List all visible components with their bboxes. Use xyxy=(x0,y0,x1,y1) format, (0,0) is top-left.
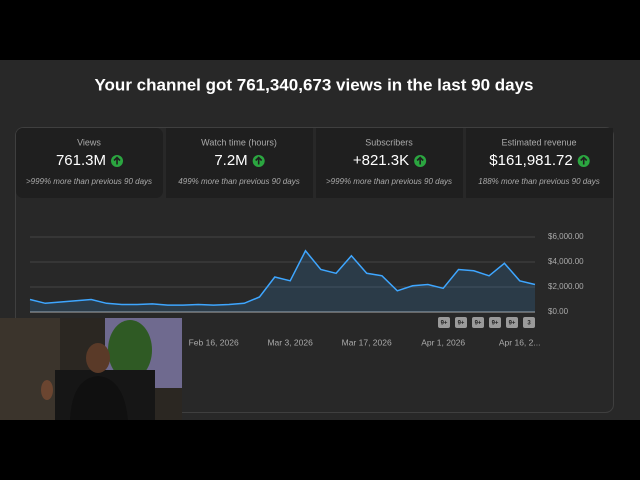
event-marker xyxy=(506,317,518,328)
metric-change: >999% more than previous 90 days xyxy=(326,177,452,186)
event-marker-label: 9+ xyxy=(492,321,499,327)
x-tick-label: Apr 16, 2... xyxy=(499,337,541,347)
x-tick-label: Feb 16, 2026 xyxy=(189,337,239,347)
y-tick-label: $2,000.00 xyxy=(548,282,584,291)
up-arrow-glyph xyxy=(580,156,588,165)
metric-card xyxy=(16,128,163,198)
up-arrow-glyph xyxy=(113,156,121,165)
event-marker xyxy=(472,317,484,328)
metric-label: Estimated revenue xyxy=(501,137,576,147)
metric-value: 7.2M xyxy=(214,152,247,169)
metric-change: 499% more than previous 90 days xyxy=(178,177,299,186)
metric-value: 761.3M xyxy=(56,152,106,169)
event-marker-label: 9+ xyxy=(475,321,482,327)
up-arrow-glyph xyxy=(255,156,263,165)
line-series xyxy=(29,249,536,306)
metric-card xyxy=(316,128,463,198)
x-tick-label: Apr 1, 2026 xyxy=(421,337,465,347)
y-tick-label: $0.00 xyxy=(548,307,569,316)
metric-change: >999% more than previous 90 days xyxy=(26,177,152,186)
event-marker xyxy=(455,317,467,328)
line-area xyxy=(30,250,535,312)
event-marker xyxy=(438,317,450,328)
metric-value: $161,981.72 xyxy=(489,152,572,169)
event-marker-label: 9+ xyxy=(458,321,465,327)
event-marker xyxy=(523,317,535,328)
event-marker-label: 9+ xyxy=(509,321,516,327)
metric-card xyxy=(166,128,313,198)
page-title: Your channel got 761,340,673 views in th… xyxy=(94,75,533,94)
metric-label: Watch time (hours) xyxy=(201,137,277,147)
metric-label: Subscribers xyxy=(365,137,413,147)
x-tick-label: Mar 17, 2026 xyxy=(342,337,392,347)
metric-label: Views xyxy=(77,137,101,147)
y-tick-label: $6,000.00 xyxy=(548,232,584,241)
metric-change: 188% more than previous 90 days xyxy=(478,177,599,186)
y-tick-label: $4,000.00 xyxy=(548,257,584,266)
webcam-overlay xyxy=(0,318,182,420)
x-tick-label: Mar 3, 2026 xyxy=(267,337,313,347)
metric-value: +821.3K xyxy=(353,152,409,169)
event-marker-label: 9+ xyxy=(441,321,448,327)
event-marker-label: 3 xyxy=(527,321,531,327)
up-arrow-glyph xyxy=(416,156,424,165)
event-marker xyxy=(489,317,501,328)
